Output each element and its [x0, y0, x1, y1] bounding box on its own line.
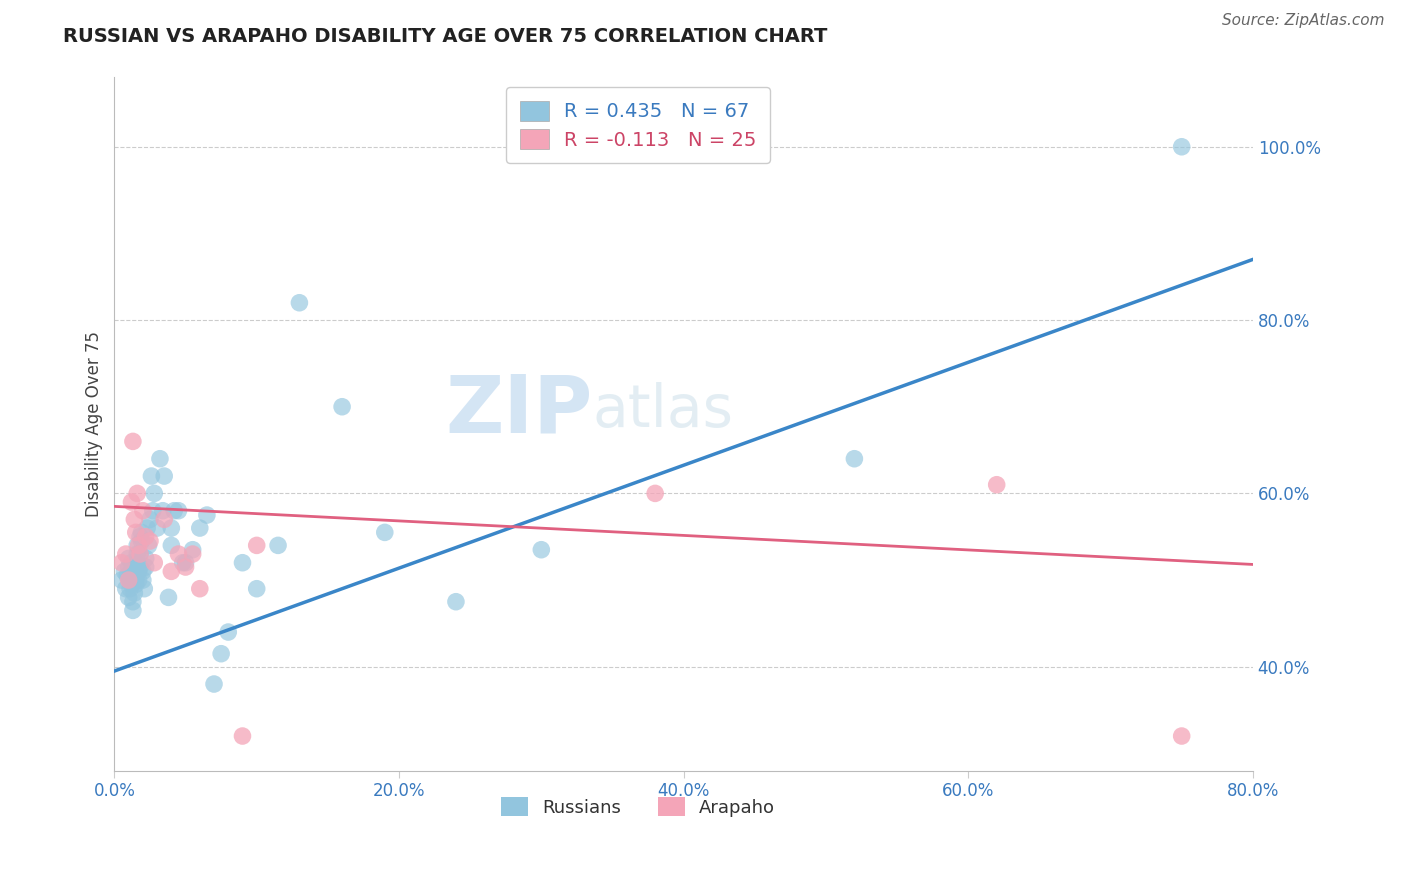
Point	[444, 595, 467, 609]
Point	[246, 538, 269, 552]
Point	[129, 547, 152, 561]
Point	[530, 542, 553, 557]
Point	[125, 565, 148, 579]
Point	[174, 560, 197, 574]
Point	[141, 469, 163, 483]
Point	[127, 547, 149, 561]
Point	[124, 512, 146, 526]
Point	[160, 565, 183, 579]
Point	[122, 603, 145, 617]
Point	[181, 542, 204, 557]
Point	[120, 582, 142, 596]
Text: RUSSIAN VS ARAPAHO DISABILITY AGE OVER 75 CORRELATION CHART: RUSSIAN VS ARAPAHO DISABILITY AGE OVER 7…	[63, 27, 828, 45]
Point	[121, 565, 143, 579]
Point	[128, 538, 150, 552]
Point	[142, 504, 165, 518]
Point	[160, 521, 183, 535]
Point	[117, 560, 139, 574]
Point	[143, 486, 166, 500]
Point	[209, 647, 232, 661]
Point	[195, 508, 218, 522]
Point	[157, 591, 180, 605]
Point	[160, 538, 183, 552]
Point	[188, 521, 211, 535]
Point	[153, 469, 176, 483]
Point	[125, 556, 148, 570]
Point	[181, 547, 204, 561]
Point	[135, 560, 157, 574]
Point	[125, 577, 148, 591]
Point	[138, 538, 160, 552]
Point	[110, 573, 132, 587]
Legend: Russians, Arapaho: Russians, Arapaho	[494, 790, 782, 824]
Point	[374, 525, 396, 540]
Point	[188, 582, 211, 596]
Point	[121, 495, 143, 509]
Point	[132, 573, 155, 587]
Point	[217, 625, 239, 640]
Point	[202, 677, 225, 691]
Point	[129, 530, 152, 544]
Point	[246, 582, 269, 596]
Point	[132, 504, 155, 518]
Point	[163, 504, 186, 518]
Point	[114, 547, 136, 561]
Point	[231, 556, 253, 570]
Point	[127, 486, 149, 500]
Point	[129, 547, 152, 561]
Point	[121, 556, 143, 570]
Point	[135, 530, 157, 544]
Point	[132, 565, 155, 579]
Point	[139, 534, 162, 549]
Point	[122, 434, 145, 449]
Text: atlas: atlas	[592, 382, 734, 439]
Point	[146, 521, 169, 535]
Point	[143, 556, 166, 570]
Point	[117, 591, 139, 605]
Point	[112, 565, 135, 579]
Point	[139, 512, 162, 526]
Point	[153, 512, 176, 526]
Point	[131, 525, 153, 540]
Point	[128, 565, 150, 579]
Point	[115, 568, 138, 582]
Point	[167, 547, 190, 561]
Point	[122, 595, 145, 609]
Text: ZIP: ZIP	[446, 371, 592, 450]
Point	[124, 568, 146, 582]
Point	[267, 538, 290, 552]
Point	[124, 586, 146, 600]
Y-axis label: Disability Age Over 75: Disability Age Over 75	[86, 331, 103, 517]
Point	[127, 538, 149, 552]
Point	[149, 451, 172, 466]
Point	[128, 573, 150, 587]
Point	[114, 582, 136, 596]
Point	[117, 551, 139, 566]
Point	[136, 521, 159, 535]
Point	[167, 504, 190, 518]
Point	[131, 534, 153, 549]
Point	[288, 295, 311, 310]
Point	[330, 400, 353, 414]
Point	[129, 560, 152, 574]
Point	[125, 525, 148, 540]
Point	[174, 556, 197, 570]
Point	[231, 729, 253, 743]
Point	[134, 582, 156, 596]
Point	[117, 573, 139, 587]
Point	[135, 551, 157, 566]
Point	[644, 486, 666, 500]
Point	[121, 577, 143, 591]
Point	[172, 556, 194, 570]
Point	[844, 451, 866, 466]
Point	[125, 573, 148, 587]
Point	[1170, 729, 1192, 743]
Point	[120, 573, 142, 587]
Point	[110, 556, 132, 570]
Text: Source: ZipAtlas.com: Source: ZipAtlas.com	[1222, 13, 1385, 29]
Point	[1170, 140, 1192, 154]
Point	[152, 504, 174, 518]
Point	[986, 477, 1008, 491]
